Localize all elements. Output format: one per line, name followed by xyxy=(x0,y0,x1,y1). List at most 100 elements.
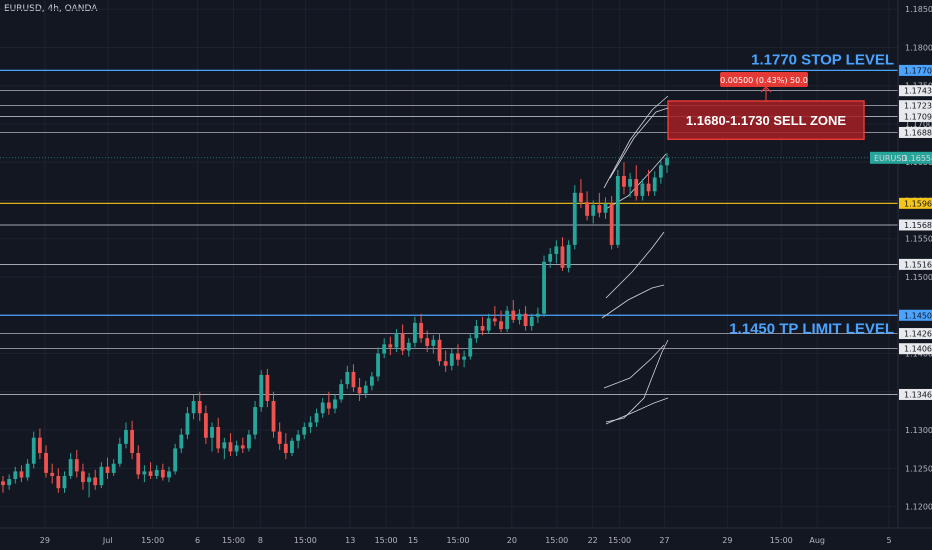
x-tick-label: 15:00 xyxy=(770,536,793,545)
sell-zone-box xyxy=(667,100,865,141)
candle-body xyxy=(609,203,614,245)
candle-body xyxy=(449,353,454,366)
level-price-label: 1.17098 xyxy=(904,112,932,121)
level-price-label: 1.16889 xyxy=(904,128,932,137)
candle-body xyxy=(124,430,128,444)
level-price-label: 1.15165 xyxy=(904,260,932,269)
x-tick-label: 29 xyxy=(722,536,732,545)
level-price-tag xyxy=(899,258,932,270)
level-price-tag xyxy=(899,388,932,400)
level-price-label: 1.14500 xyxy=(904,311,932,320)
level-price-tag xyxy=(899,219,932,231)
candle-body xyxy=(474,325,479,339)
candle-body xyxy=(622,176,626,187)
x-tick-label: 5 xyxy=(886,536,891,545)
candle-body xyxy=(585,202,589,216)
candle-body xyxy=(197,400,202,414)
level-price-label: 1.13465 xyxy=(904,390,932,399)
stop-level-label: 1.1770 STOP LEVEL xyxy=(751,51,894,68)
candle-body xyxy=(210,426,214,438)
candle-body xyxy=(326,402,331,409)
candle-body xyxy=(240,445,245,449)
candle-body xyxy=(234,445,239,452)
candle-body xyxy=(277,431,282,444)
candle-body xyxy=(400,333,405,351)
x-tick-label: Jul xyxy=(102,536,113,545)
candle-body xyxy=(173,448,178,472)
x-tick-label: 15:00 xyxy=(222,536,245,545)
candle-body xyxy=(19,471,24,478)
candle-body xyxy=(333,399,337,409)
current-price-value: 1.16558 xyxy=(903,154,932,163)
measure-label: 0.00500 (0.43%) 50.0 xyxy=(720,76,808,85)
x-tick-label: 15 xyxy=(408,536,418,545)
candle-body xyxy=(302,426,307,435)
y-tick-label: 1.18000 xyxy=(905,43,932,52)
time-axis[interactable]: 29 Jul 15:00 6 15:00 8 15:00 13 15:00 15 15:00 20 15… xyxy=(0,527,932,545)
candle-body xyxy=(44,453,48,473)
x-tick-label: 8 xyxy=(258,536,263,545)
level-price-tag xyxy=(899,110,932,122)
candle-body xyxy=(222,442,227,449)
y-tick-label: 1.15000 xyxy=(905,273,932,282)
candle-body xyxy=(25,463,30,478)
candle-body xyxy=(376,353,380,377)
candle-body xyxy=(658,165,663,178)
candle-body xyxy=(603,203,608,213)
candle-body xyxy=(308,422,313,427)
candle-body xyxy=(142,471,147,475)
projection-lines xyxy=(601,95,669,425)
level-price-label: 1.17239 xyxy=(904,102,932,111)
candle-body xyxy=(486,318,491,331)
candles xyxy=(1,153,669,498)
level-price-tag xyxy=(899,328,932,340)
level-price-tag xyxy=(899,64,932,76)
candle-body xyxy=(566,244,571,268)
x-tick-label: 29 xyxy=(40,536,50,545)
y-tick-label: 1.13000 xyxy=(905,426,932,435)
x-tick-label: 13 xyxy=(345,536,355,545)
price-axis[interactable]: 1.185001.180001.175001.170001.165001.160… xyxy=(870,0,932,550)
candle-body xyxy=(93,477,98,486)
sell-zone: 1.1680-1.1730 SELL ZONE 0.00500 (0.43%) 5… xyxy=(667,72,865,141)
candle-body xyxy=(296,434,301,441)
candle-body xyxy=(148,471,153,476)
candle-body xyxy=(437,339,442,362)
candle-body xyxy=(81,471,85,483)
candle-body xyxy=(363,385,368,394)
candle-body xyxy=(56,475,61,489)
candle-body xyxy=(628,179,633,187)
x-tick-label: Aug xyxy=(809,536,825,545)
candle-body xyxy=(425,338,430,346)
candle-body xyxy=(1,481,5,486)
candle-body xyxy=(271,400,276,432)
y-tick-label: 1.17000 xyxy=(905,120,932,129)
candle-body xyxy=(591,205,596,216)
current-price-tag xyxy=(870,151,932,164)
projection-line xyxy=(605,397,669,425)
y-tick-label: 1.15500 xyxy=(905,235,932,244)
projection-line xyxy=(603,344,665,389)
y-tick-label: 1.18500 xyxy=(905,5,932,14)
candle-body xyxy=(529,316,534,326)
horizontal-levels xyxy=(0,69,898,395)
candle-body xyxy=(419,322,423,339)
candle-body xyxy=(37,437,42,454)
current-price-symbol: EURUSD xyxy=(874,154,908,163)
x-tick-label: 15:00 xyxy=(608,536,631,545)
candle-body xyxy=(517,313,522,320)
candle-body xyxy=(62,475,67,489)
level-price-tag xyxy=(899,100,932,112)
candle-body xyxy=(492,318,497,322)
candle-body xyxy=(253,407,257,435)
candle-body xyxy=(652,177,657,192)
candle-body xyxy=(228,442,233,452)
candle-body xyxy=(167,471,171,478)
candle-body xyxy=(499,321,503,330)
candle-body xyxy=(357,387,362,394)
candle-body xyxy=(388,344,393,348)
candle-body xyxy=(548,254,553,262)
measure-box xyxy=(720,72,808,88)
